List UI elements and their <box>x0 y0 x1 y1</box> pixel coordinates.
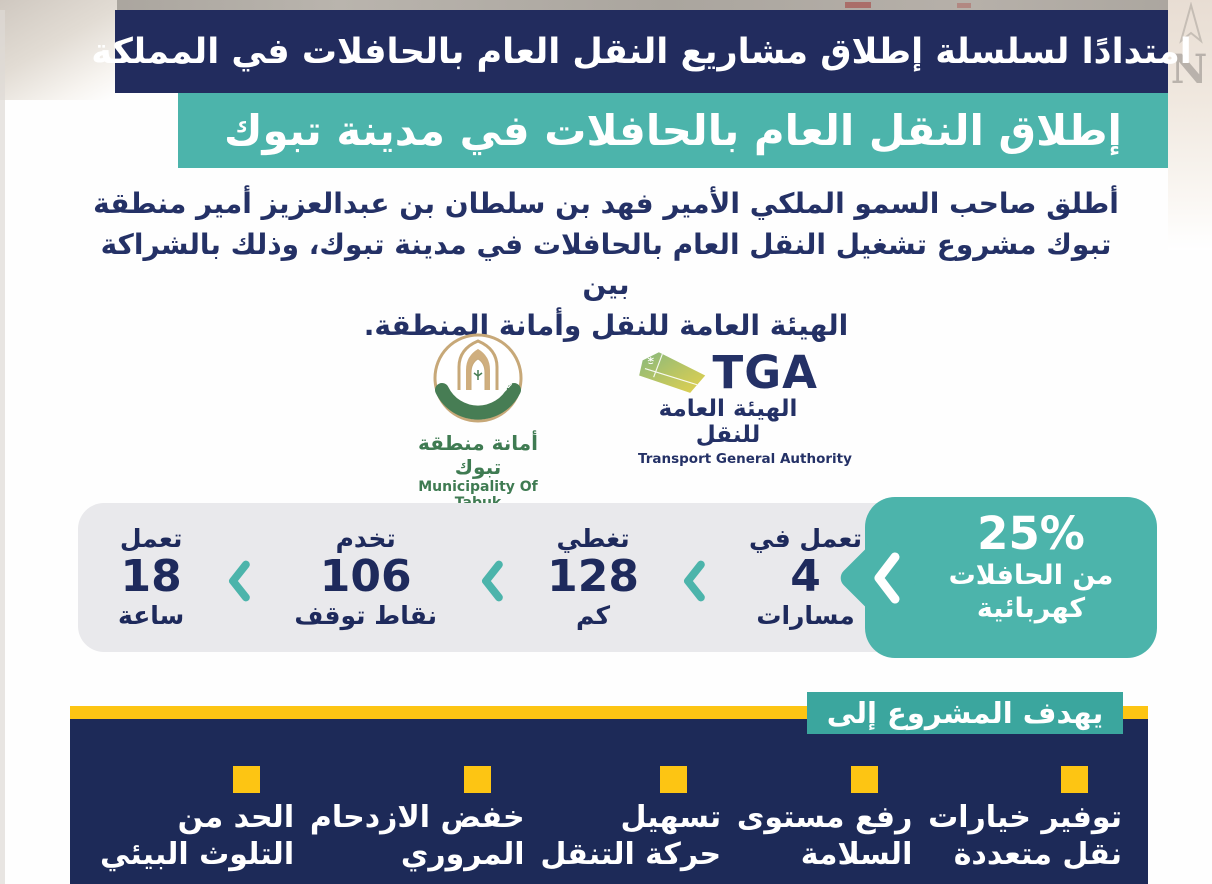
goal-item: توفير خيارات نقل متعددة <box>928 766 1122 873</box>
electric-buses-badge: 25% من الحافلات كهربائية <box>836 497 1157 658</box>
compass-arrow-icon <box>1179 2 1203 44</box>
stat-routes: تعمل في 4 مسارات <box>749 523 862 630</box>
stat-kilometers: تغطي 128 كم <box>547 523 639 630</box>
edge-fleck <box>957 3 971 8</box>
corner-texture-left <box>0 0 117 100</box>
subheadline-banner: إطلاق النقل العام بالحافلات في مدينة تبو… <box>178 93 1168 168</box>
bullet-square-icon <box>851 766 879 793</box>
goal-item: رفع مستوى السلامة <box>737 766 912 873</box>
goals-list: توفير خيارات نقل متعددة رفع مستوى السلام… <box>100 766 1122 873</box>
bullet-square-icon <box>660 766 688 793</box>
badge-percent: 25% <box>977 507 1085 560</box>
tga-road-icon <box>639 352 706 393</box>
page-edge-left <box>0 10 5 884</box>
edge-fleck <box>845 2 871 8</box>
intro-line: تبوك مشروع تشغيل النقل العام بالحافلات ف… <box>100 227 1112 302</box>
chevron-left-icon <box>684 560 705 601</box>
headline-banner: امتدادًا لسلسلة إطلاق مشاريع النقل العام… <box>91 10 1192 93</box>
stat-stops: تخدم 106 نقاط توقف <box>294 523 437 630</box>
bullet-square-icon <box>1061 766 1088 793</box>
goal-item: الحد من التلوث البيئي <box>100 766 294 873</box>
goals-header-text: يهدف المشروع إلى <box>826 696 1104 730</box>
badge-line: كهربائية <box>976 593 1086 625</box>
page-edge-top <box>0 0 1212 10</box>
newspaper-watermark: N <box>1170 46 1208 93</box>
goals-header-badge: يهدف المشروع إلى <box>807 692 1123 734</box>
tga-name-arabic: الهيئة العامة للنقل <box>658 396 798 448</box>
chevron-left-icon <box>229 560 251 601</box>
badge-line: من الحافلات <box>948 559 1114 591</box>
goal-item: خفض الازدحام المروري <box>310 766 525 873</box>
chevron-left-icon <box>482 560 503 601</box>
subheadline-banner-text: إطلاق النقل العام بالحافلات في مدينة تبو… <box>224 106 1122 155</box>
intro-paragraph: أطلق صاحب السمو الملكي الأمير فهد بن سلط… <box>86 184 1126 346</box>
municipality-seal-icon: أمانة منطقة تبوك <box>427 324 523 423</box>
goal-item: تسهيل حركة التنقل <box>540 766 721 873</box>
bullet-square-icon <box>233 766 261 793</box>
stats-items: تعمل في 4 مسارات تغطي 128 كم تخدم 106 نق… <box>110 503 870 652</box>
tga-acronym: TGA <box>712 345 818 399</box>
chevron-left-icon <box>874 552 900 603</box>
corner-texture-right <box>1168 0 1212 250</box>
tga-name-english: Transport General Authority <box>638 451 852 467</box>
stat-hours: تعمل 18 ساعة <box>118 523 185 630</box>
intro-line: الهيئة العامة للنقل وأمانة المنطقة. <box>363 308 849 342</box>
municipality-name-arabic: أمانة منطقة تبوك <box>418 431 538 479</box>
headline-banner-text: امتدادًا لسلسلة إطلاق مشاريع النقل العام… <box>91 31 1192 72</box>
tga-logo: TGA الهيئة العامة للنقل Transport Genera… <box>638 345 852 468</box>
goals-panel <box>70 719 1148 884</box>
bullet-square-icon <box>463 766 491 793</box>
municipality-tabuk-logo: أمانة منطقة تبوك أمانة منطقة تبوك Munici… <box>396 324 560 511</box>
intro-line: أطلق صاحب السمو الملكي الأمير فهد بن سلط… <box>93 187 1119 220</box>
